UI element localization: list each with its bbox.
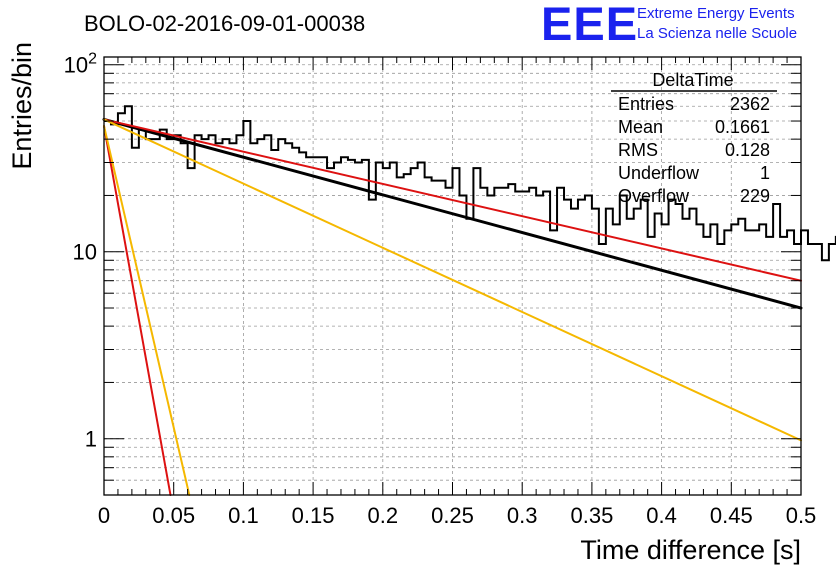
stats-label: Entries: [618, 94, 674, 114]
fit-curve-5: [103, 125, 191, 496]
fit-curves: [102, 117, 803, 496]
x-tick-label: 0.05: [152, 503, 195, 528]
logo-line-2: La Scienza nelle Scuole: [637, 25, 797, 42]
x-tick-label: 0.5: [786, 503, 817, 528]
y-tick-label: 10: [73, 240, 97, 265]
x-tick-label: 0.4: [646, 503, 677, 528]
fit-curve-4: [103, 125, 172, 496]
grid-lines: [104, 57, 801, 495]
x-tick-label: 0.45: [710, 503, 753, 528]
x-tick-label: 0.15: [292, 503, 335, 528]
axis-ticks: [103, 57, 802, 495]
stats-title: DeltaTime: [652, 70, 733, 90]
y-tick-labels: 1 10 102: [64, 51, 97, 452]
fit-curve-1: [102, 117, 803, 310]
stats-value: 0.128: [725, 140, 770, 160]
stats-label: Underflow: [618, 163, 700, 183]
logo-wordmark: EEE: [541, 0, 638, 50]
stats-value: 2362: [730, 94, 770, 114]
stats-rows: Entries 2362 Mean 0.1661 RMS 0.128 Underflow 1 O…: [618, 94, 770, 206]
stats-label: Overflow: [618, 186, 690, 206]
x-tick-label: 0.3: [507, 503, 538, 528]
stats-label: Mean: [618, 117, 663, 137]
x-axis-title: Time difference [s]: [580, 535, 801, 565]
histogram-step-line: [104, 105, 836, 262]
x-tick-labels: 0 0.05 0.1 0.15 0.2 0.25 0.3 0.35 0.4 0.45 0.5: [98, 503, 816, 528]
x-tick-label: 0.25: [431, 503, 474, 528]
logo-line-1: Extreme Energy Events: [637, 5, 795, 22]
stats-label: RMS: [618, 140, 658, 160]
stats-value: 0.1661: [715, 117, 770, 137]
histogram: [104, 105, 836, 262]
eee-logo: EEE Extreme Energy Events La Scienza nel…: [541, 0, 797, 50]
chart-title: BOLO-02-2016-09-01-00038: [84, 11, 365, 36]
x-tick-label: 0.35: [570, 503, 613, 528]
fit-curve-3: [103, 118, 802, 442]
fit-curve-2: [103, 118, 802, 282]
x-tick-label: 0.1: [228, 503, 259, 528]
x-tick-label: 0: [98, 503, 110, 528]
y-tick-label: 102: [64, 51, 97, 78]
y-axis-title: Entries/bin: [7, 42, 37, 170]
x-tick-label: 0.2: [368, 503, 399, 528]
stats-box: DeltaTime Entries 2362 Mean 0.1661 RMS 0.128 U…: [611, 70, 777, 206]
stats-value: 229: [740, 186, 770, 206]
y-tick-label: 1: [85, 427, 97, 452]
stats-value: 1: [760, 163, 770, 183]
